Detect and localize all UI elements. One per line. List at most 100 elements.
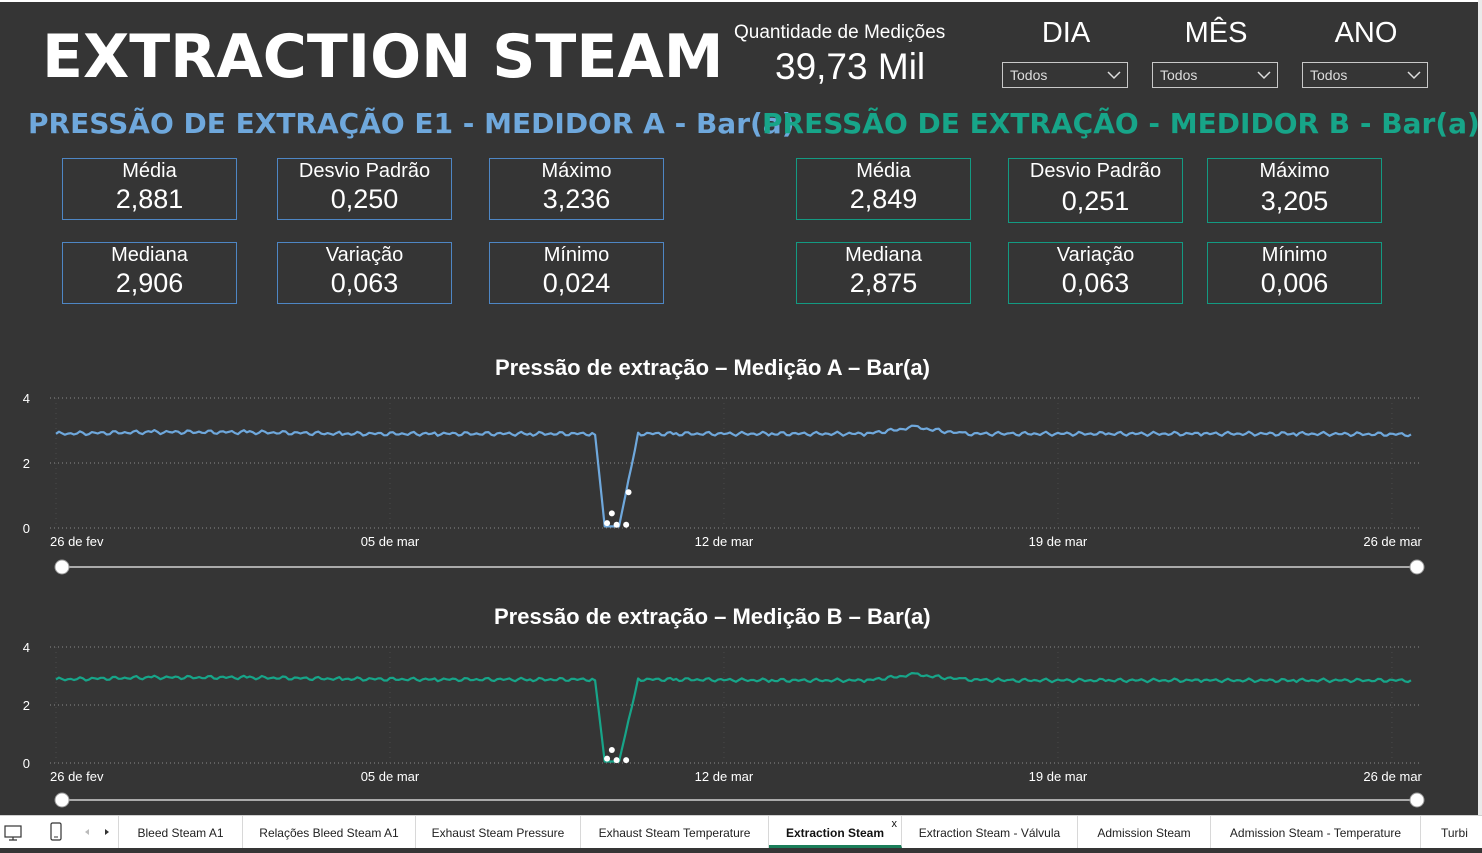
section-a-title: PRESSÃO DE EXTRAÇÃO E1 - MEDIDOR A - Bar… [28,107,795,140]
stat-value: 2,906 [115,268,184,298]
filter-ano-value: Todos [1310,67,1348,83]
stat-card-a-mediana: Mediana 2,906 [62,242,237,304]
slider-handle-start[interactable] [54,559,70,575]
slider-handle-start[interactable] [54,792,70,808]
data-point [604,520,611,527]
data-point [613,757,620,764]
next-arrow-icon[interactable] [100,816,114,848]
data-point [613,521,620,528]
tab-extraction-steam[interactable]: Extraction Steam x [769,816,902,848]
stat-value: 0,251 [1061,186,1130,216]
x-tick-label: 26 de fev [50,769,104,784]
tab-extraction-steam-valvula[interactable]: Extraction Steam - Válvula [902,816,1078,848]
filter-ano: ANO Todos [1302,16,1430,88]
stat-card-b-desvio: Desvio Padrão 0,251 [1008,158,1183,223]
close-icon[interactable]: x [891,818,898,830]
x-tick-label: 05 de mar [361,769,420,784]
x-tick-label: 26 de fev [50,534,104,549]
tab-admission-steam-temperature[interactable]: Admission Steam - Temperature [1211,816,1421,848]
x-tick-label: 05 de mar [361,534,420,549]
data-point [625,489,632,496]
stat-value: 2,849 [849,184,918,214]
stat-label: Desvio Padrão [1029,160,1162,182]
stat-label: Desvio Padrão [298,160,431,182]
desktop-icon[interactable] [0,816,28,848]
stat-card-b-media: Média 2,849 [796,158,971,220]
slider-handle-end[interactable] [1409,559,1425,575]
chevron-down-icon [1107,71,1121,80]
y-tick-label: 2 [23,456,30,471]
stat-card-a-maximo: Máximo 3,236 [489,158,664,220]
x-tick-label: 19 de mar [1029,769,1088,784]
chart-a[interactable]: 0 2 4 26 de fev 05 de mar 12 de mar 19 de mar 2… [0,385,1482,585]
tab-admission-steam[interactable]: Admission Steam [1078,816,1211,848]
y-tick-label: 0 [23,521,30,536]
tab-label: Turbi [1441,826,1468,840]
tab-label: Exhaust Steam Pressure [431,826,565,840]
stat-value: 0,063 [330,268,399,298]
stat-value: 0,063 [1061,268,1130,298]
x-tick-label: 12 de mar [695,534,754,549]
stat-label: Variação [325,244,404,266]
stat-value: 0,024 [542,268,611,298]
tab-exhaust-steam-pressure[interactable]: Exhaust Steam Pressure [416,816,581,848]
stat-label: Máximo [541,160,612,182]
window-top-edge [0,0,1482,2]
tab-label: Bleed Steam A1 [137,826,224,840]
chart-b-title: Pressão de extração – Medição B – Bar(a) [494,604,931,629]
chart-b[interactable]: 0 2 4 26 de fev 05 de mar 12 de mar 19 de mar 2… [0,634,1482,814]
stat-card-a-media: Média 2,881 [62,158,237,220]
tab-bleed-steam-a1[interactable]: Bleed Steam A1 [118,816,243,848]
chevron-down-icon [1407,71,1421,80]
chart-a-title: Pressão de extração – Medição A – Bar(a) [495,355,930,380]
tab-exhaust-steam-temperature[interactable]: Exhaust Steam Temperature [581,816,769,848]
stat-card-a-variacao: Variação 0,063 [277,242,452,304]
stat-label: Mínimo [543,244,610,266]
scrollbar-track[interactable] [1478,0,1482,815]
measurement-count-value: 39,73 Mil [775,46,926,87]
data-point [623,757,630,764]
tab-label: Admission Steam - Temperature [1229,826,1402,840]
filter-ano-select[interactable]: Todos [1302,62,1428,88]
series-line [55,424,1412,528]
slider-handle-end[interactable] [1409,792,1425,808]
y-tick-label: 4 [23,640,30,655]
tab-label: Exhaust Steam Temperature [598,826,751,840]
phone-icon[interactable] [44,816,68,848]
stat-card-a-minimo: Mínimo 0,024 [489,242,664,304]
stat-card-b-mediana: Mediana 2,875 [796,242,971,304]
stat-value: 2,881 [115,184,184,214]
filter-dia: DIA Todos [1002,16,1130,88]
stat-value: 3,236 [542,184,611,214]
filter-mes-select[interactable]: Todos [1152,62,1278,88]
filter-ano-label: ANO [1334,17,1398,49]
tab-turbine[interactable]: Turbi [1421,816,1482,848]
measurement-count-label: Quantidade de Medições [734,22,946,43]
x-tick-label: 19 de mar [1029,534,1088,549]
tab-label: Relações Bleed Steam A1 [259,826,399,840]
y-tick-label: 0 [23,756,30,771]
stat-label: Mínimo [1261,244,1328,266]
tab-label: Admission Steam [1097,826,1191,840]
stat-label: Média [122,160,177,182]
tab-relacoes-bleed-steam-a1[interactable]: Relações Bleed Steam A1 [243,816,416,848]
page-title: EXTRACTION STEAM [42,22,724,92]
data-point [604,755,611,762]
stat-label: Máximo [1259,160,1330,182]
stat-label: Mediana [845,244,922,266]
tab-label: Extraction Steam - Válvula [918,826,1061,840]
data-point [608,510,615,517]
x-tick-label: 26 de mar [1363,534,1422,549]
page-tab-bar: Bleed Steam A1 Relações Bleed Steam A1 E… [0,815,1482,848]
tab-label: Extraction Steam [785,826,885,840]
y-tick-label: 4 [23,391,30,406]
filter-dia-select[interactable]: Todos [1002,62,1128,88]
stat-label: Média [856,160,911,182]
stat-label: Mediana [111,244,188,266]
stat-value: 2,875 [849,268,918,298]
filter-mes-label: MÊS [1184,17,1248,49]
prev-arrow-icon[interactable] [80,816,94,848]
stat-card-b-variacao: Variação 0,063 [1008,242,1183,304]
stat-card-b-maximo: Máximo 3,205 [1207,158,1382,223]
chevron-down-icon [1257,71,1271,80]
